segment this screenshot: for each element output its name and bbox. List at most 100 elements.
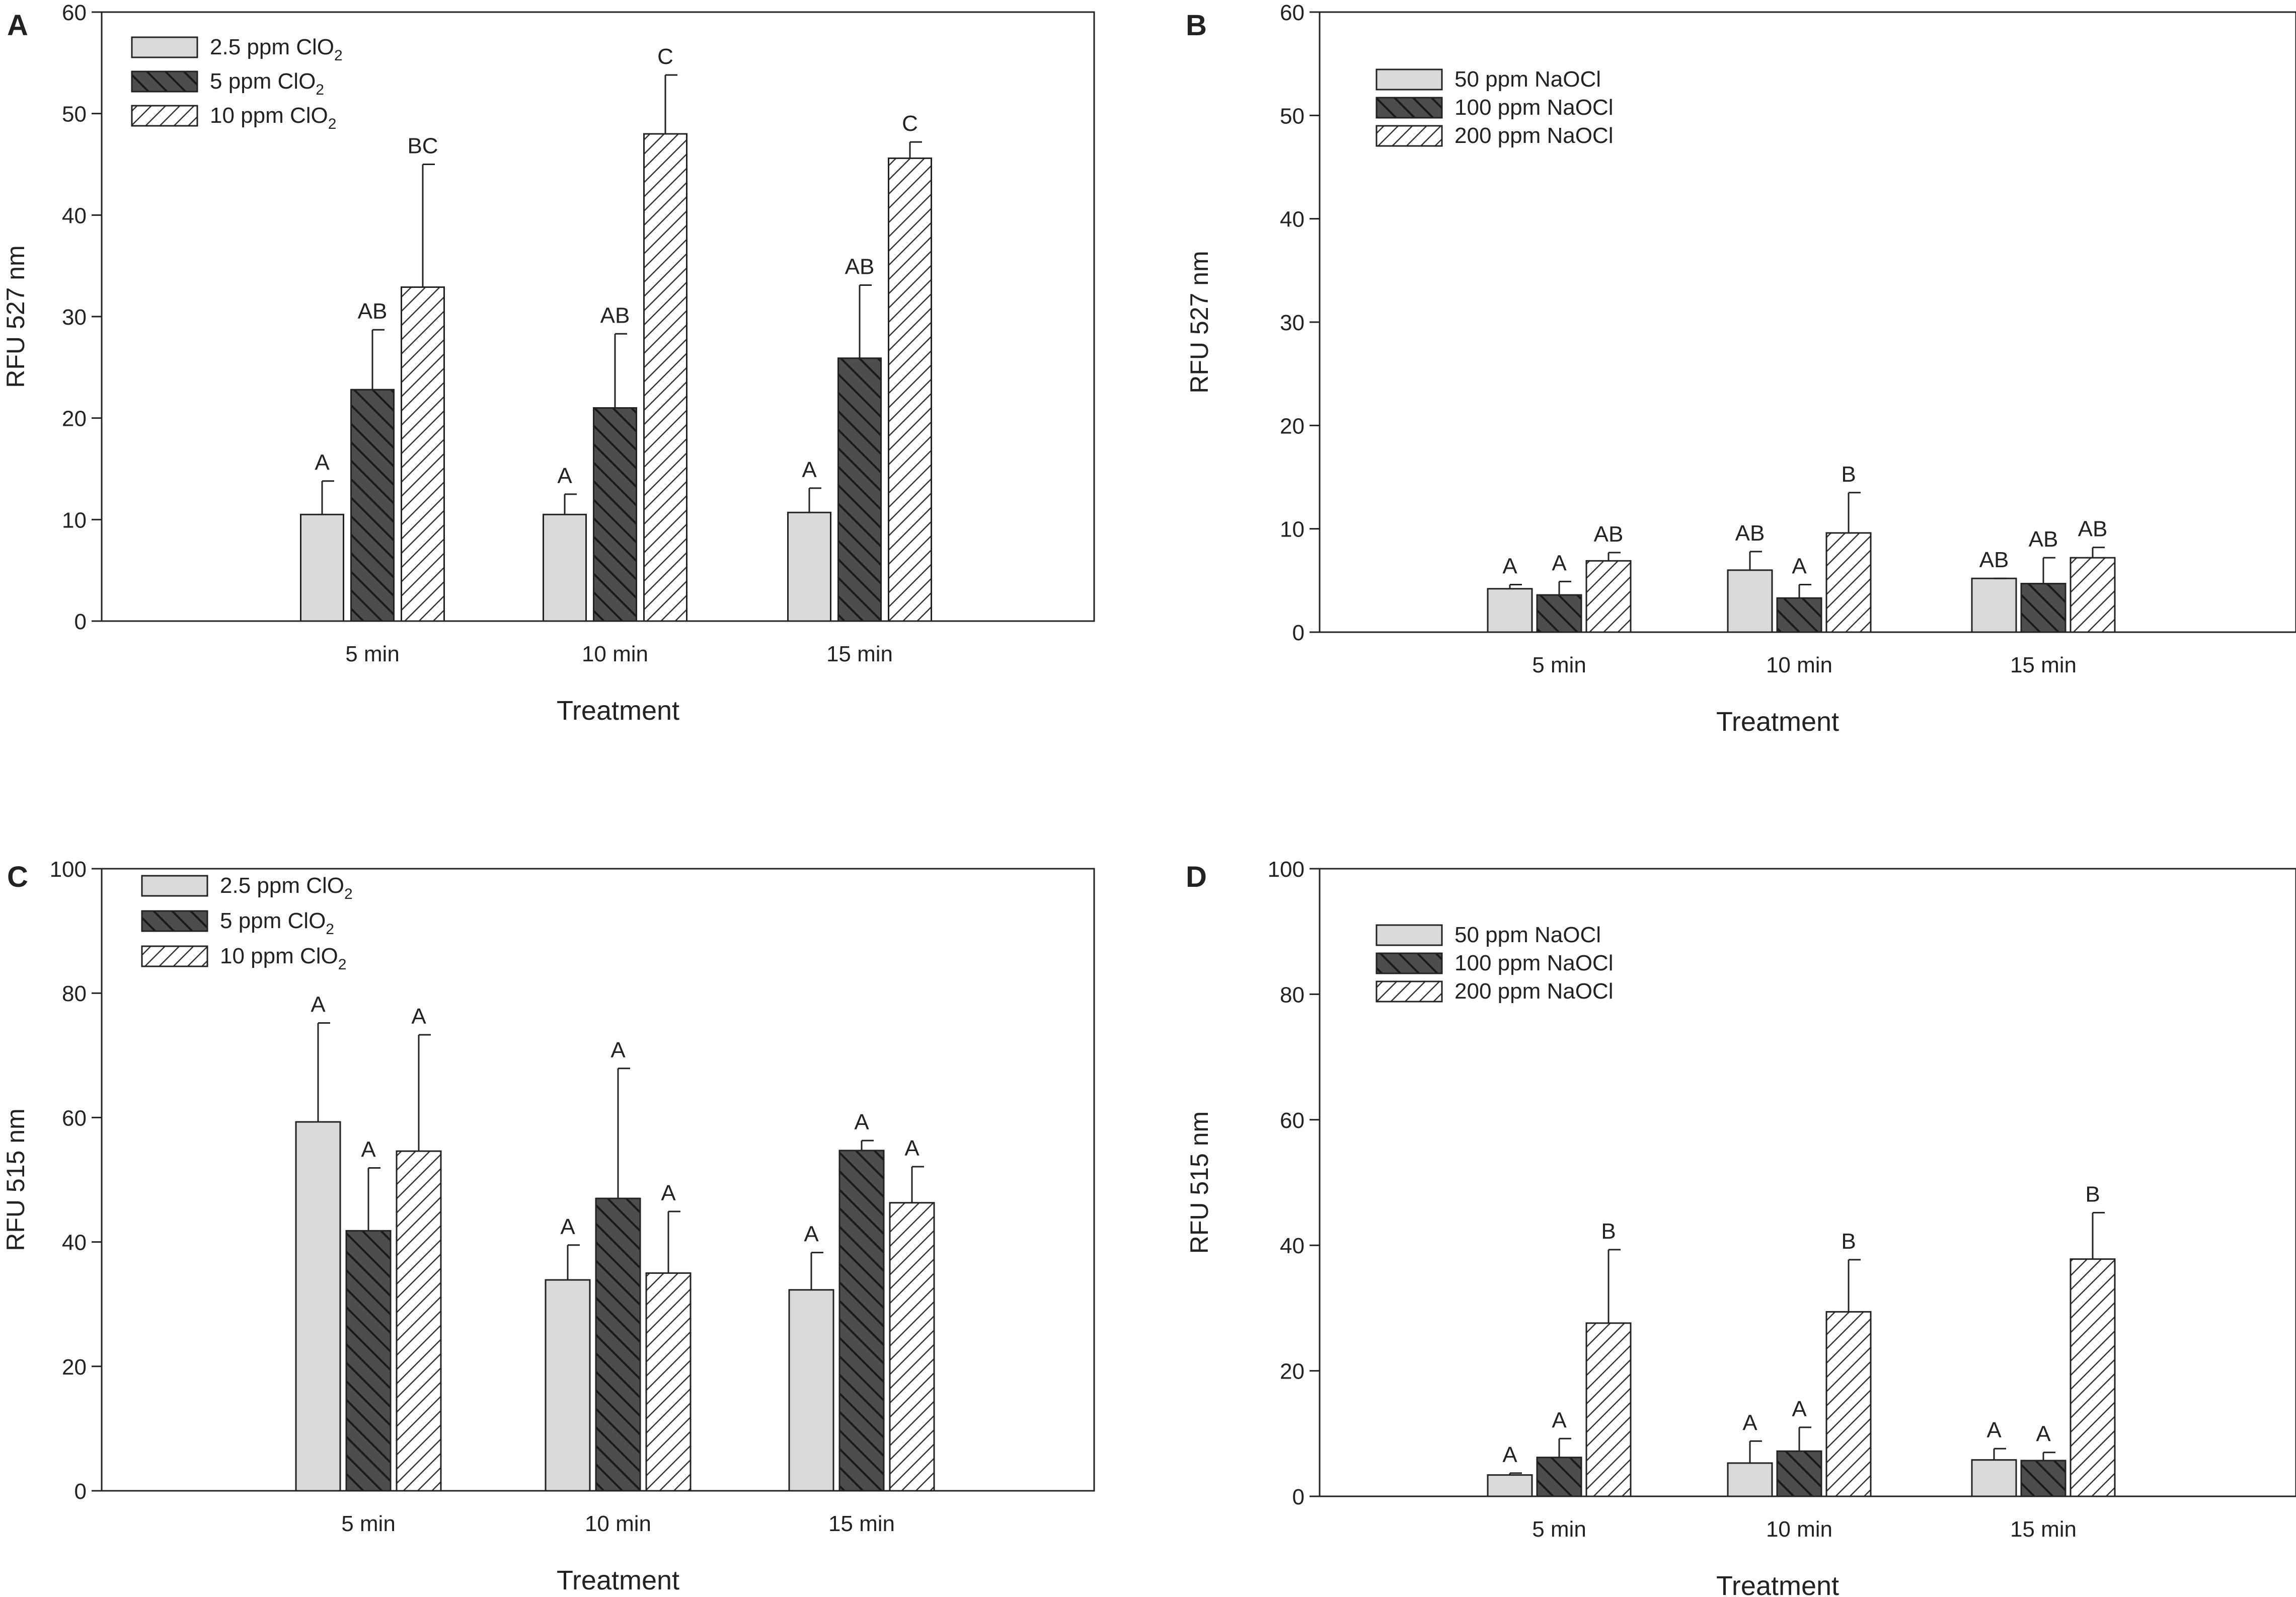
panel-label: A [7,9,28,42]
legend-label: 5 ppm ClO [220,908,326,933]
x-axis-label: Treatment [1716,1571,1839,1597]
significance-letter: A [1502,554,1517,579]
bar [350,389,395,622]
bar [595,1197,641,1492]
panel-label: C [7,861,28,893]
y-tick-label: 100 [1268,857,1305,882]
significance-letter: A [804,1222,819,1247]
legend-label: 50 ppm NaOCl [1455,923,1601,947]
significance-letter: A [1792,554,1807,579]
legend-label: 200 ppm NaOCl [1455,123,1613,148]
significance-letter: AB [2078,517,2108,542]
x-tick-label: 5 min [1532,653,1586,677]
legend: 50 ppm NaOCl 100 ppm NaOCl 200 ppm NaOCl [1375,67,1613,148]
y-tick-label: 50 [1280,104,1305,128]
significance-letter: AB [358,299,388,324]
legend-entry: 5 ppm ClO2 [220,908,334,938]
y-tick-label: 60 [1280,1,1305,25]
bar [1536,594,1582,633]
bar [1825,1311,1872,1497]
significance-letter: A [2036,1422,2051,1447]
legend-entry: 10 ppm ClO2 [210,103,336,132]
legend-subscript: 2 [338,956,347,973]
significance-letter: AB [1594,522,1624,547]
bar [1971,577,2017,633]
legend-label: 200 ppm NaOCl [1455,979,1613,1004]
x-tick-label: 15 min [828,1511,895,1536]
bar [396,1150,442,1492]
significance-letter: A [311,993,326,1017]
legend-swatch [141,875,208,897]
legend-label: 5 ppm ClO [210,69,316,94]
y-tick-label: 10 [62,508,87,533]
y-axis-label: RFU 515 nm [1185,1111,1213,1254]
legend-subscript: 2 [326,921,334,938]
bar [889,1202,935,1492]
y-tick-label: 10 [1280,517,1305,542]
bar [2020,1460,2067,1497]
legend-label: 10 ppm ClO [220,944,338,968]
bar [645,1272,692,1492]
panel-label: B [1186,9,1207,42]
significance-letter: A [560,1214,575,1239]
legend-entry: 50 ppm NaOCl [1455,923,1601,947]
significance-letter: A [1742,1410,1757,1435]
y-tick-label: 20 [62,1355,87,1380]
legend-entry: 100 ppm NaOCl [1455,951,1613,975]
significance-letter: A [1986,1418,2002,1442]
y-tick-label: 30 [1280,311,1305,335]
y-tick-label: 60 [1280,1108,1305,1133]
y-tick-label: 20 [1280,414,1305,438]
significance-letter: A [610,1038,626,1062]
bar [643,133,687,622]
legend-swatch [1375,97,1443,119]
x-axis-label: Treatment [557,1565,679,1595]
x-axis-label: Treatment [1716,707,1839,737]
panel-label: D [1186,861,1207,893]
legend-entry: 2.5 ppm ClO2 [220,873,353,902]
legend-entry: 5 ppm ClO2 [210,69,324,98]
chart-panel-a: A 0 10 20 30 40 50 60 RFU 527 nm A AB BC 5 min A AB C 10… [2,1,1095,726]
y-axis-label: RFU 527 nm [2,245,30,388]
significance-letter: A [315,450,330,475]
significance-letter: B [1841,462,1856,487]
bar [888,157,932,622]
y-tick-label: 60 [62,1106,87,1130]
bar [1487,588,1533,633]
significance-letter: AB [845,254,875,279]
chart-panel-d: D 0 20 40 60 80 100 RFU 515 nm A A B 5 min A A B 10 min… [1185,857,2296,1597]
legend-label: 100 ppm NaOCl [1455,951,1613,975]
significance-letter: A [557,464,572,488]
bar [545,1279,591,1492]
legend-entry: 2.5 ppm ClO2 [210,35,343,64]
bar [1585,1322,1632,1497]
legend-swatch [141,945,208,967]
chart-panel-c: C 0 20 40 60 80 100 RFU 515 nm A A A 5 min A A A 10 min… [2,857,1095,1595]
legend-entry: 200 ppm NaOCl [1455,123,1613,148]
significance-letter: C [657,44,673,69]
legend-entry: 50 ppm NaOCl [1455,67,1601,92]
legend-swatch [1375,952,1443,974]
significance-letter: B [2085,1182,2100,1206]
bar [1825,532,1872,633]
legend-entry: 10 ppm ClO2 [220,944,346,973]
significance-letter: A [661,1181,676,1205]
y-tick-label: 80 [1280,982,1305,1007]
significance-letter: A [1792,1397,1807,1421]
significance-letter: B [1601,1219,1616,1244]
bar [543,513,587,622]
y-tick-label: 20 [62,407,87,431]
legend: 50 ppm NaOCl 100 ppm NaOCl 200 ppm NaOCl [1375,923,1613,1004]
significance-letter: A [411,1004,426,1029]
legend-subscript: 2 [344,886,353,902]
legend-label: 10 ppm ClO [210,103,328,128]
bar [1776,597,1822,633]
legend-subscript: 2 [328,116,337,132]
significance-letter: A [1552,551,1567,575]
y-tick-label: 30 [62,305,87,330]
y-tick-label: 20 [1280,1359,1305,1384]
legend-label: 2.5 ppm ClO [210,35,334,59]
